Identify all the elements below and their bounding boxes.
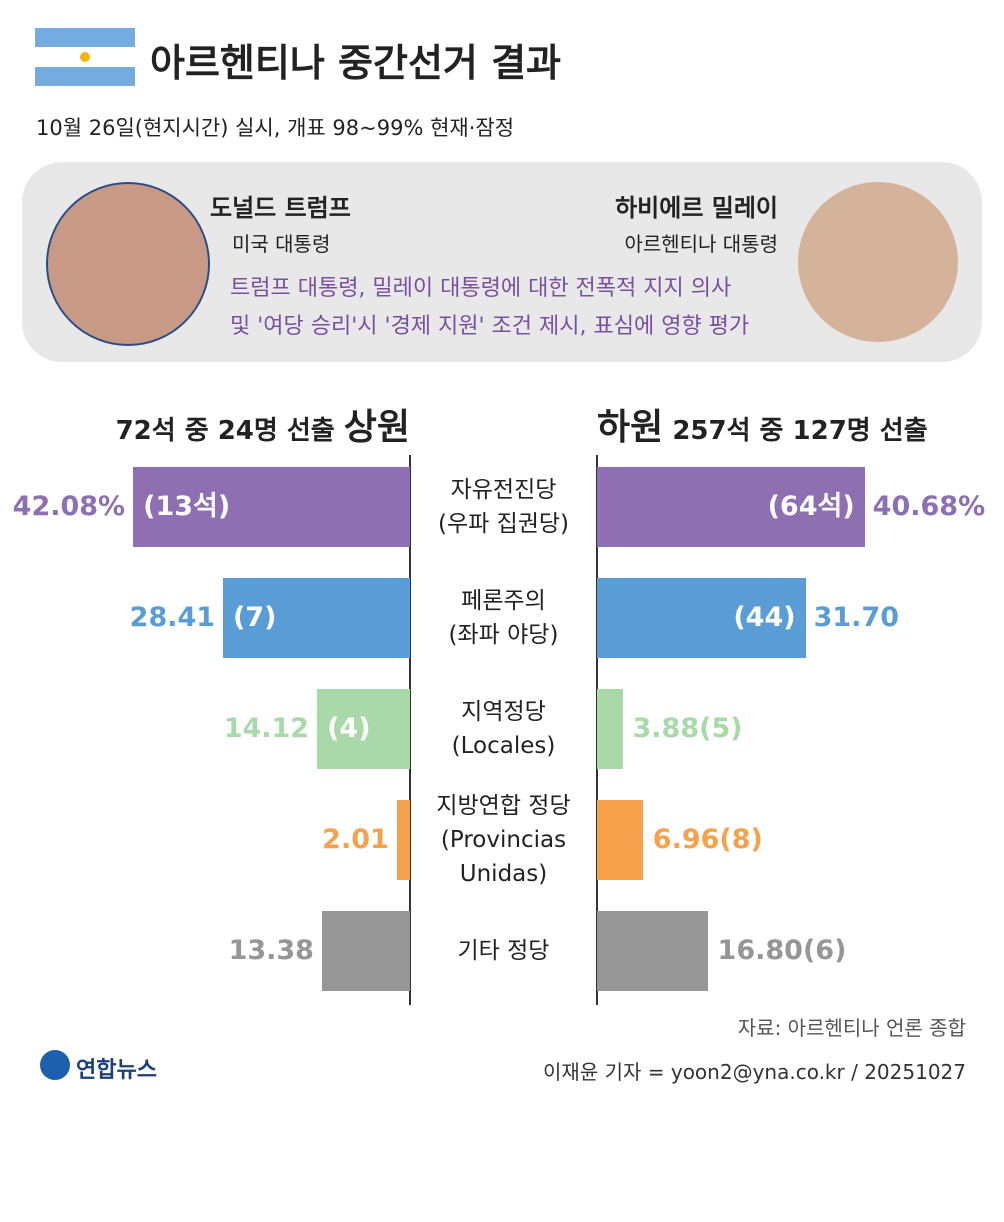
photo <box>798 182 958 342</box>
series-description: 257석 중 127명 선출 <box>672 416 928 446</box>
category-label: 자유전진당 (우파 집권당) <box>437 477 570 537</box>
seat-label: (6) <box>802 935 847 966</box>
value-label: 31.70 <box>813 602 899 633</box>
logo-mark <box>40 1050 70 1080</box>
divider <box>409 455 411 1005</box>
bar <box>597 689 623 769</box>
category-label: 지역정당 (Locales) <box>451 699 556 759</box>
seat-label: (7) <box>233 602 277 633</box>
person-name: 도널드 트럼프 <box>210 194 351 222</box>
seat-label: (64석) <box>767 491 855 522</box>
source: 자료: 아르헨티나 언론 종합 <box>737 1016 966 1040</box>
note: 및 '여당 승리'시 '경제 지원' 조건 제시, 표심에 영향 평가 <box>230 314 750 339</box>
value-label: 28.41 <box>129 602 216 633</box>
series-description: 72석 중 24명 선출 <box>115 416 335 446</box>
value-label: 13.38 <box>228 935 314 966</box>
value-label: 6.96 <box>652 824 720 855</box>
person-name: 하비에르 밀레이 <box>615 194 778 222</box>
value-label: 42.08% <box>12 491 126 522</box>
person-role: 아르헨티나 대통령 <box>624 232 778 256</box>
value-label: 40.68% <box>872 491 986 522</box>
value-label: 3.88 <box>632 713 700 744</box>
seat-label: (4) <box>327 713 371 744</box>
credit: 이재윤 기자 = yoon2@yna.co.kr / 20251027 <box>543 1060 966 1084</box>
series-header: 72석 중 24명 선출 상원 <box>116 398 410 450</box>
bar <box>396 800 410 880</box>
category-label: 기타 정당 <box>457 938 550 964</box>
seat-label: (44) <box>733 602 796 633</box>
logo: 연합뉴스 <box>76 1058 157 1083</box>
bar <box>597 911 708 991</box>
bar <box>133 467 410 547</box>
value-label: 16.80 <box>717 935 803 966</box>
photo <box>46 182 210 346</box>
label-group: 3.88(5) <box>633 714 743 744</box>
label-group: 6.96(8) <box>653 825 763 855</box>
seat-label: (5) <box>699 713 743 744</box>
category-label: 지방연합 정당 (Provincias Unidas) <box>436 793 571 887</box>
bar <box>597 578 806 658</box>
subtitle: 10월 26일(현지시간) 실시, 개표 98~99% 현재·잠정 <box>36 116 515 140</box>
bar <box>321 911 410 991</box>
bar <box>223 578 410 658</box>
seat-label: (8) <box>719 824 763 855</box>
legend-entry: 하원 <box>597 407 664 448</box>
bar <box>597 800 643 880</box>
series-header: 하원 257석 중 127명 선출 <box>597 398 928 450</box>
legend-entry: 상원 <box>343 407 410 448</box>
seat-label: (13석) <box>143 491 231 522</box>
person-role: 미국 대통령 <box>232 232 331 256</box>
note: 트럼프 대통령, 밀레이 대통령에 대한 전폭적 지지 의사 <box>230 276 732 301</box>
value-label: 14.12 <box>223 713 310 744</box>
bar <box>317 689 410 769</box>
label-group: 16.80(6) <box>718 936 847 966</box>
value-label: 2.01 <box>322 824 389 855</box>
category-label: 페론주의 (좌파 야당) <box>448 588 559 648</box>
bar <box>597 467 865 547</box>
title: 아르헨티나 중간선거 결과 <box>150 41 562 85</box>
flag <box>35 28 135 86</box>
